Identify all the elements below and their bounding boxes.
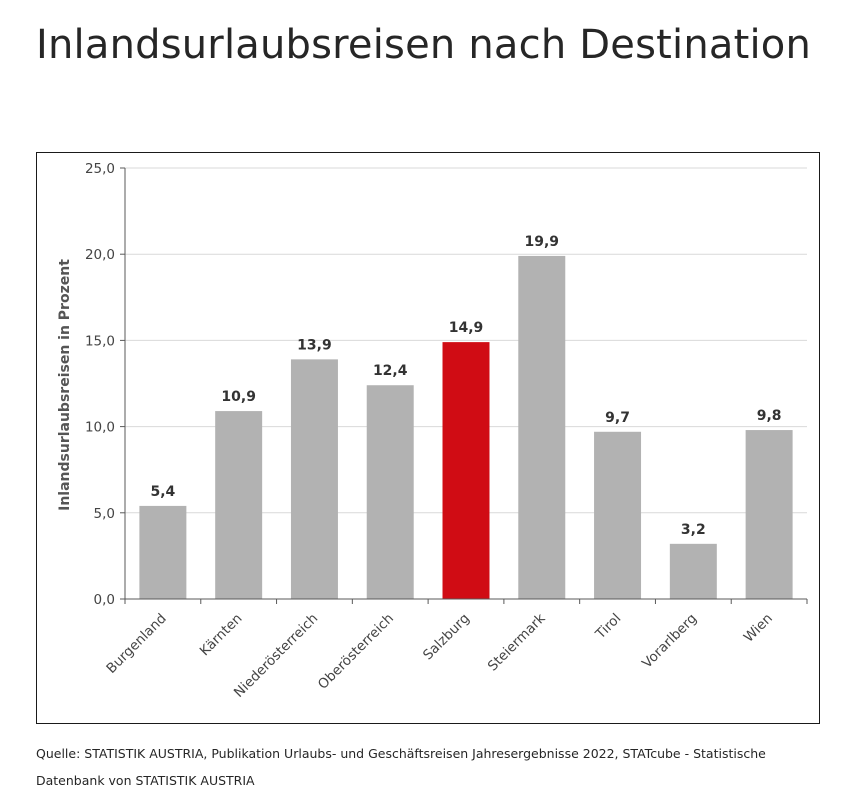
data-label: 12,4: [373, 363, 408, 379]
x-tick-label: Tirol: [592, 611, 624, 643]
bars: [139, 255, 793, 599]
x-tick-label: Niederösterreich: [231, 611, 321, 701]
data-label: 13,9: [297, 337, 332, 353]
x-tick-label: Kärnten: [197, 611, 246, 660]
data-label: 5,4: [150, 484, 175, 500]
x-tick-label: Vorarlberg: [639, 611, 700, 672]
data-label: 14,9: [449, 320, 484, 336]
y-axis-title: Inlandsurlaubsreisen in Prozent: [57, 259, 73, 511]
y-tick-label: 10,0: [85, 420, 115, 436]
data-label: 19,9: [525, 234, 560, 250]
bar-kärnten: [215, 411, 263, 599]
bar-niederösterreich: [290, 359, 338, 599]
bar-salzburg: [442, 342, 490, 599]
y-tick-label: 5,0: [94, 506, 115, 522]
source-note: Quelle: STATISTIK AUSTRIA, Publikation U…: [36, 746, 766, 788]
axes: [120, 167, 808, 604]
data-label: 3,2: [681, 522, 706, 538]
y-tick-label: 0,0: [94, 592, 115, 608]
bar-oberösterreich: [366, 385, 414, 599]
bar-chart: 0,0 5,0 10,0 15,0 20,0 25,0 5,4 Burgenland 10,9 K…: [57, 161, 808, 701]
chart-frame: [36, 152, 820, 724]
bar-wien: [745, 430, 793, 599]
x-tick-label: Oberösterreich: [315, 611, 397, 693]
data-label: 9,7: [605, 410, 630, 426]
x-tick-label: Steiermark: [485, 610, 549, 674]
x-tick-label: Burgenland: [103, 611, 169, 677]
data-label: 9,8: [757, 408, 782, 424]
bar-burgenland: [139, 505, 187, 599]
page-title: Inlandsurlaubsreisen nach Destination: [36, 22, 812, 68]
bar-steiermark: [518, 255, 566, 599]
bar-vorarlberg: [669, 543, 717, 599]
data-label: 10,9: [221, 389, 256, 405]
x-tick-label: Salzburg: [420, 611, 473, 664]
x-tick-label: Wien: [741, 611, 776, 646]
y-tick-label: 20,0: [85, 247, 115, 263]
labels: 0,0 5,0 10,0 15,0 20,0 25,0 5,4 Burgenland 10,9 K…: [85, 161, 782, 701]
bar-tirol: [594, 431, 642, 599]
y-tick-label: 25,0: [85, 161, 115, 177]
y-tick-label: 15,0: [85, 333, 115, 349]
